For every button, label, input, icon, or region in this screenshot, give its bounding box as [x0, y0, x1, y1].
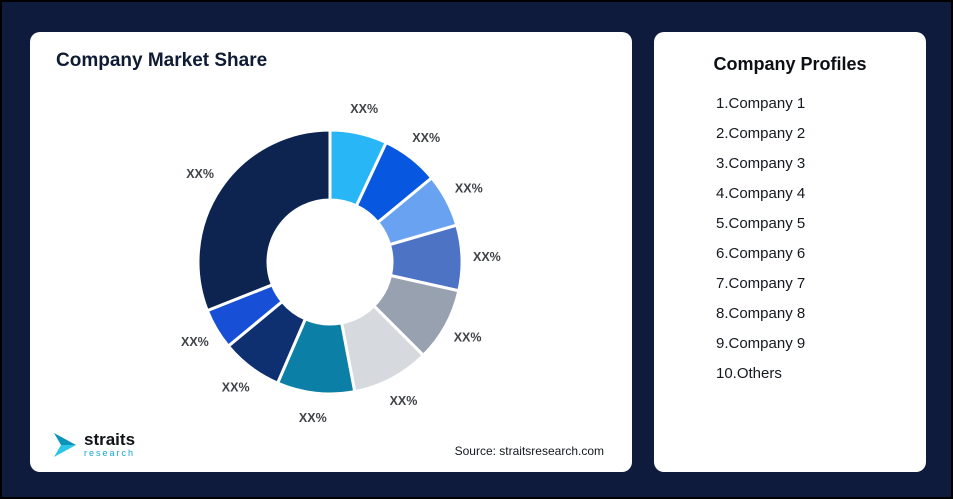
donut-chart-svg: XX% XX% XX% XX% XX% XX% XX% XX% XX% XX% [181, 102, 501, 425]
profile-item: 9.Company 9 [716, 335, 806, 352]
profile-item: 10.Others [716, 365, 782, 382]
profile-item: 8.Company 8 [716, 305, 806, 322]
segment-label: XX% [186, 167, 214, 181]
segment-label: XX% [412, 131, 440, 145]
profile-item: 7.Company 7 [716, 275, 806, 292]
logo-text: straits research [84, 431, 135, 458]
profile-item: 2.Company 2 [716, 125, 806, 142]
segment-label: XX% [181, 335, 209, 349]
segment-label: XX% [299, 411, 327, 425]
straits-arrow-icon [54, 432, 76, 457]
chart-title: Company Market Share [56, 50, 268, 71]
donut-segment[interactable] [196, 128, 332, 313]
segment-label: XX% [350, 102, 378, 116]
company-profiles-card: Company Profiles 1.Company 1 2.Company 2 3… [654, 32, 926, 472]
profile-item: 3.Company 3 [716, 155, 806, 172]
segment-label: XX% [222, 381, 250, 395]
profile-item: 4.Company 4 [716, 185, 806, 202]
segment-label: XX% [455, 182, 483, 196]
profiles-title: Company Profiles [713, 54, 867, 74]
segment-label: XX% [473, 250, 501, 264]
profiles-list: 1.Company 1 2.Company 2 3.Company 3 4.Compa… [716, 95, 926, 382]
source-attribution: Source: straitsresearch.com [454, 444, 604, 458]
profile-item: 1.Company 1 [716, 95, 806, 112]
profile-item: 5.Company 5 [716, 215, 806, 232]
straits-research-logo: straits research [52, 431, 135, 458]
donut-chart: XX% XX% XX% XX% XX% XX% XX% XX% XX% XX% [30, 80, 632, 452]
market-share-card: Company Market Share XX% XX% XX% XX% XX% XX% X… [30, 32, 632, 472]
segment-label: XX% [390, 394, 418, 408]
logo-wordmark: straits [84, 430, 136, 449]
logo-subtext: research [84, 448, 136, 458]
segment-label: XX% [454, 331, 482, 345]
profile-item: 6.Company 6 [716, 245, 806, 262]
